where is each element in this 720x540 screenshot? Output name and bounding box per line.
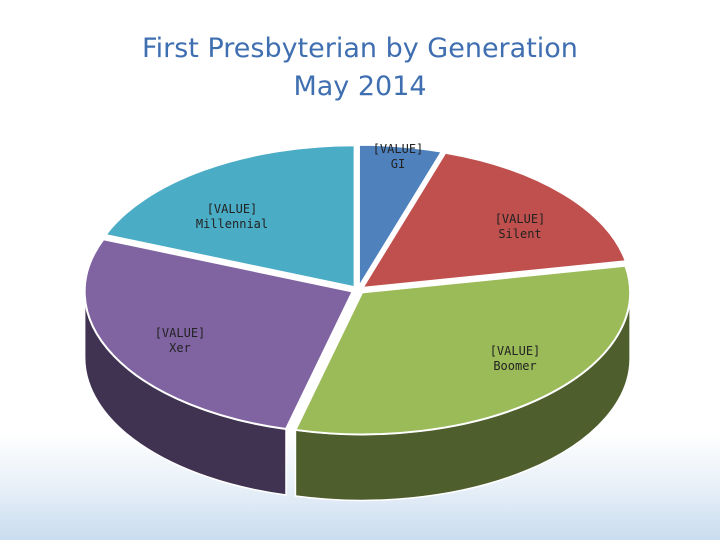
data-label-category: Boomer [493,359,536,373]
pie-slice-gi [357,143,444,291]
pie-slice-millennial [103,144,356,289]
data-label-boomer: [VALUE] Boomer [490,344,541,373]
data-label-value: [VALUE] [155,326,206,340]
chart-title-line1: First Presbyterian by Generation [142,33,578,64]
pie-slice-xer [83,238,355,431]
data-label-value: [VALUE] [373,142,424,156]
data-label-category: Millennial [196,217,268,231]
data-label-value: [VALUE] [490,344,541,358]
data-label-category: Silent [498,227,541,241]
data-label-category: Xer [169,341,191,355]
chart-title-line2: May 2014 [293,71,427,102]
data-label-category: GI [391,157,405,171]
pie-slices [83,143,632,436]
data-label-silent: [VALUE] Silent [495,212,546,241]
data-label-xer: [VALUE] Xer [155,326,206,355]
data-label-millennial: [VALUE] Millennial [196,202,268,231]
data-label-value: [VALUE] [495,212,546,226]
data-label-value: [VALUE] [207,202,258,216]
chart-title: First Presbyterian by Generation May 201… [0,30,720,106]
pie-labels: [VALUE] GI[VALUE] Silent[VALUE] Boomer[VALU… [155,142,546,373]
data-label-gi: [VALUE] GI [373,142,424,171]
pie-slice-silent [360,151,628,290]
pie-slice-boomer [293,264,632,436]
